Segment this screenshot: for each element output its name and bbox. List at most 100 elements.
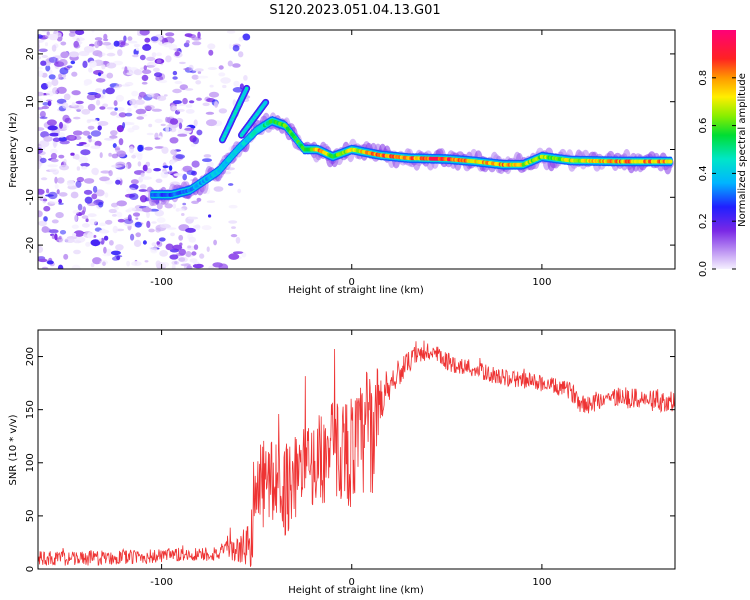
noise-speckle: [47, 164, 59, 168]
noise-speckle: [86, 94, 97, 101]
noise-speckle: [165, 32, 175, 37]
noise-speckle: [75, 30, 85, 36]
noise-speckle: [41, 266, 49, 269]
noise-speckle: [98, 229, 110, 234]
noise-speckle: [81, 223, 90, 228]
noise-speckle: [58, 192, 68, 197]
colorbar-ticks: 0.0 0.2 0.4 0.6 0.8: [698, 70, 736, 277]
noise-speckle: [154, 118, 163, 124]
noise-speckle: [66, 94, 70, 101]
noise-speckle: [70, 152, 75, 156]
noise-speckle: [133, 69, 143, 76]
noise-speckle: [56, 86, 67, 94]
noise-speckle: [43, 136, 53, 142]
noise-speckle: [56, 189, 60, 195]
noise-speckle: [203, 154, 212, 158]
noise-speckle: [191, 36, 202, 41]
noise-speckle: [144, 146, 154, 151]
noise-speckle: [71, 264, 81, 269]
noise-speckle: [87, 213, 97, 218]
noise-speckle: [114, 206, 119, 210]
noise-speckle: [209, 84, 214, 88]
noise-speckle: [178, 257, 186, 262]
noise-speckle: [180, 263, 191, 267]
noise-speckle: [72, 232, 77, 237]
noise-speckle: [165, 55, 172, 63]
noise-speckle: [144, 37, 151, 43]
noise-speckle: [177, 133, 188, 137]
noise-speckle: [81, 215, 89, 220]
noise-speckle: [54, 176, 58, 184]
noise-speckle: [53, 141, 57, 148]
noise-speckle: [160, 261, 170, 268]
noise-speckle: [41, 226, 50, 233]
noise-speckle: [151, 108, 162, 112]
noise-speckle: [154, 137, 161, 140]
noise-speckle: [192, 137, 199, 145]
snr-panel: -100 0 100 0 50 100 150 200 Height of straight …: [8, 329, 676, 596]
noise-speckle: [110, 130, 118, 136]
noise-speckle: [38, 188, 45, 196]
noise-speckle: [238, 51, 244, 58]
noise-speckle: [57, 264, 64, 269]
noise-speckle: [144, 197, 149, 202]
noise-speckle: [115, 94, 124, 102]
noise-speckle: [172, 203, 177, 209]
noise-speckle: [131, 261, 142, 267]
noise-speckle: [129, 146, 134, 154]
noise-speckle: [126, 187, 137, 194]
noise-speckle: [141, 69, 152, 74]
noise-speckle: [191, 160, 200, 168]
noise-speckle: [170, 232, 175, 237]
noise-speckle: [124, 163, 129, 171]
snr-ticks: -100 0 100 0 50 100 150 200: [25, 330, 675, 588]
noise-speckle: [55, 212, 64, 219]
noise-speckle: [99, 106, 106, 110]
noise-speckle: [127, 107, 132, 112]
noise-speckle: [74, 154, 80, 160]
noise-speckle: [144, 260, 149, 263]
noise-speckle: [191, 200, 199, 204]
noise-speckle: [173, 173, 184, 177]
noise-speckle: [99, 176, 110, 182]
noise-speckle: [83, 79, 93, 85]
noise-speckle: [38, 245, 44, 253]
noise-speckle: [133, 43, 141, 48]
noise-speckle: [98, 72, 102, 77]
noise-speckle: [143, 65, 147, 71]
noise-speckle: [103, 33, 108, 40]
noise-speckle: [169, 137, 179, 144]
noise-speckle: [106, 106, 115, 110]
noise-speckle: [146, 211, 150, 219]
noise-speckle: [158, 79, 168, 84]
noise-speckle: [127, 40, 138, 44]
spectrogram-x-tick-label: -100: [150, 277, 173, 288]
noise-speckle: [95, 189, 105, 197]
noise-speckle: [105, 219, 113, 225]
noise-speckle: [46, 188, 50, 194]
noise-speckle: [85, 241, 91, 247]
noise-speckle: [139, 184, 147, 190]
noise-speckle: [72, 209, 80, 214]
noise-speckle: [113, 100, 118, 107]
noise-speckle: [228, 183, 234, 186]
noise-speckle: [47, 191, 58, 200]
noise-speckle: [133, 239, 142, 247]
noise-speckle: [51, 234, 55, 240]
noise-speckle: [115, 161, 126, 168]
noise-speckle: [91, 30, 95, 33]
noise-speckle: [178, 122, 183, 130]
noise-speckle: [83, 45, 95, 53]
noise-speckle: [169, 254, 179, 260]
noise-speckle: [46, 90, 55, 97]
noise-speckle: [83, 178, 95, 184]
noise-speckle: [238, 36, 244, 42]
noise-speckle: [83, 189, 93, 195]
noise-speckle: [227, 60, 233, 67]
noise-speckle: [93, 234, 97, 238]
noise-speckle: [58, 235, 62, 240]
noise-speckle: [208, 49, 214, 56]
colorbar: 0.0 0.2 0.4 0.6 0.8 Normalized spectral ampl…: [698, 30, 748, 277]
noise-speckle: [138, 91, 147, 98]
snr-y-tick-label: 100: [25, 453, 36, 472]
